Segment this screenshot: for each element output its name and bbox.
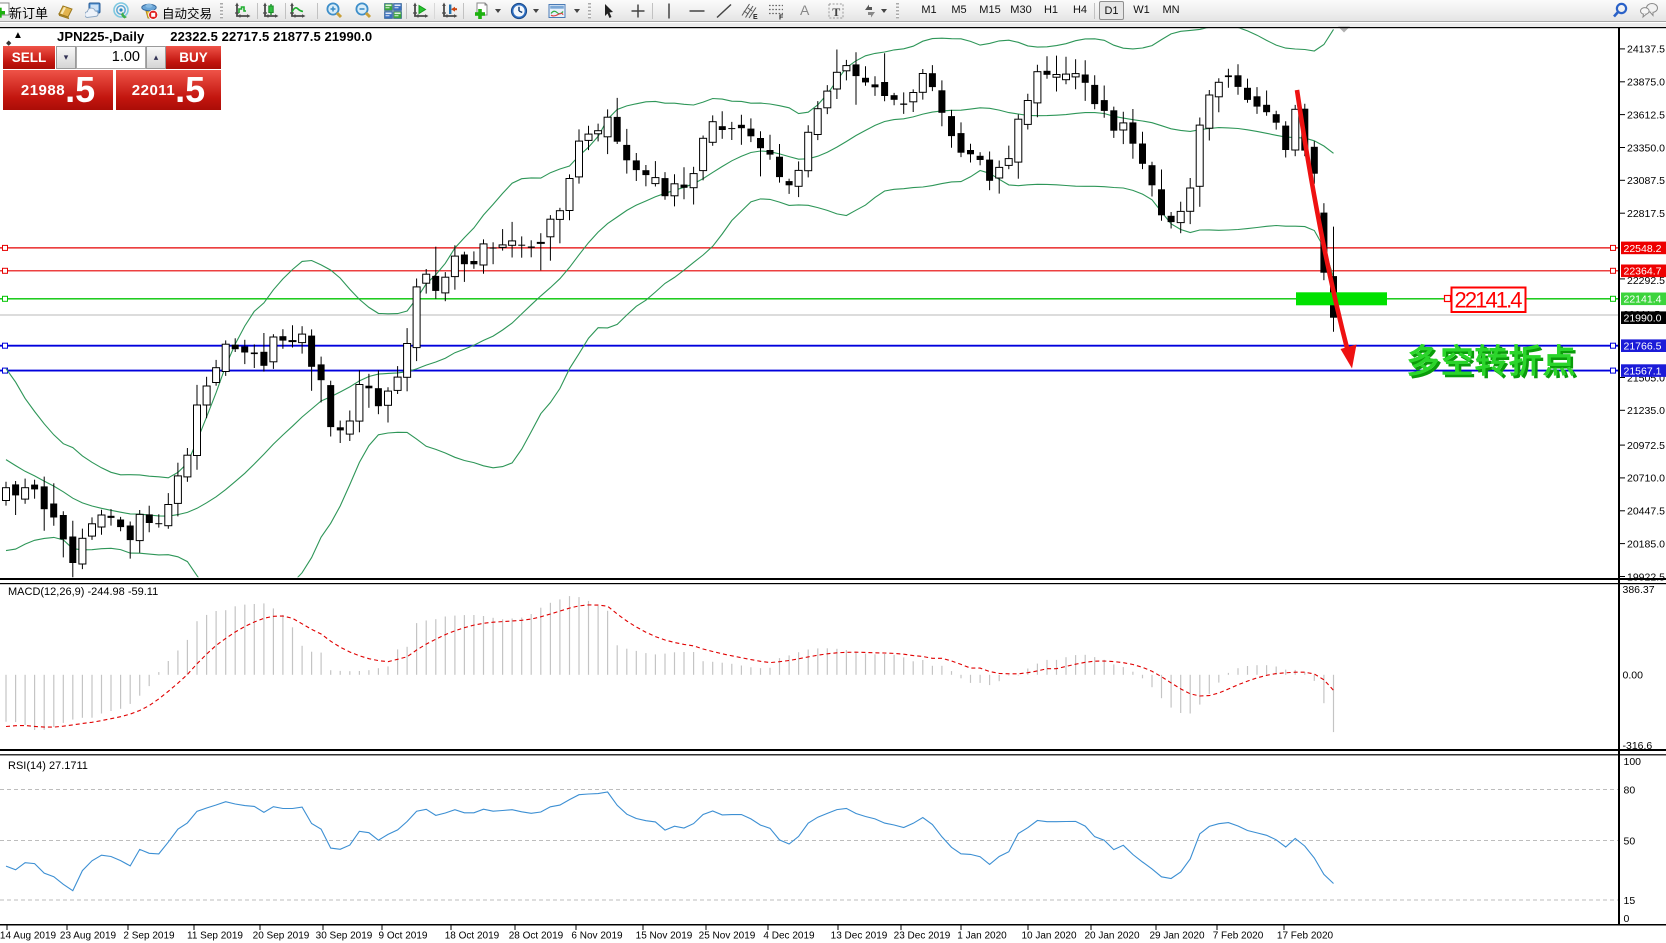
svg-text:多空转折点: 多空转折点 xyxy=(1407,343,1577,380)
svg-text:24137.5: 24137.5 xyxy=(1627,44,1665,56)
svg-text:-316.6: -316.6 xyxy=(1623,740,1653,752)
svg-text:23 Dec 2019: 23 Dec 2019 xyxy=(894,931,951,942)
svg-text:80: 80 xyxy=(1624,784,1636,796)
svg-text:4 Dec 2019: 4 Dec 2019 xyxy=(763,931,815,942)
svg-text:0: 0 xyxy=(1624,913,1630,925)
svg-text:F: F xyxy=(779,15,784,21)
svg-text:22292.5: 22292.5 xyxy=(1627,275,1665,287)
svg-text:15 Nov 2019: 15 Nov 2019 xyxy=(636,931,693,942)
svg-text:23875.0: 23875.0 xyxy=(1627,77,1665,89)
svg-text:17 Feb 2020: 17 Feb 2020 xyxy=(1277,931,1334,942)
svg-text:18 Oct 2019: 18 Oct 2019 xyxy=(445,931,500,942)
svg-text:10 Jan 2020: 10 Jan 2020 xyxy=(1021,931,1076,942)
svg-text:20710.0: 20710.0 xyxy=(1627,473,1665,485)
svg-text:7 Feb 2020: 7 Feb 2020 xyxy=(1213,931,1264,942)
svg-text:21235.0: 21235.0 xyxy=(1627,405,1665,417)
svg-text:2 Sep 2019: 2 Sep 2019 xyxy=(123,931,175,942)
svg-text:20447.5: 20447.5 xyxy=(1627,506,1665,518)
svg-text:22817.5: 22817.5 xyxy=(1627,208,1665,220)
svg-text:23 Aug 2019: 23 Aug 2019 xyxy=(60,931,117,942)
svg-text:100: 100 xyxy=(1624,756,1642,768)
svg-text:多空转折点: 多空转折点 xyxy=(1409,345,1579,382)
svg-text:386.37: 386.37 xyxy=(1623,584,1655,596)
svg-text:1 Jan 2020: 1 Jan 2020 xyxy=(957,931,1007,942)
svg-text:21766.5: 21766.5 xyxy=(1624,341,1662,353)
svg-text:9 Oct 2019: 9 Oct 2019 xyxy=(379,931,428,942)
svg-text:21567.1: 21567.1 xyxy=(1624,366,1662,378)
svg-text:0.00: 0.00 xyxy=(1623,670,1644,682)
svg-text:23087.5: 23087.5 xyxy=(1627,175,1665,187)
svg-text:20185.0: 20185.0 xyxy=(1627,538,1665,550)
svg-text:29 Jan 2020: 29 Jan 2020 xyxy=(1149,931,1204,942)
svg-text:MACD(12,26,9) -244.98 -59.11: MACD(12,26,9) -244.98 -59.11 xyxy=(8,586,158,598)
svg-text:22141.4: 22141.4 xyxy=(1624,294,1662,306)
svg-text:22364.7: 22364.7 xyxy=(1624,266,1662,278)
svg-text:28 Oct 2019: 28 Oct 2019 xyxy=(509,931,564,942)
svg-text:20 Sep 2019: 20 Sep 2019 xyxy=(253,931,310,942)
svg-text:21990.0: 21990.0 xyxy=(1624,313,1662,325)
svg-text:22548.2: 22548.2 xyxy=(1624,243,1662,255)
svg-text:15: 15 xyxy=(1624,895,1636,907)
svg-text:E: E xyxy=(753,14,758,20)
svg-text:23612.5: 23612.5 xyxy=(1627,109,1665,121)
svg-text:20 Jan 2020: 20 Jan 2020 xyxy=(1084,931,1139,942)
svg-text:T: T xyxy=(832,5,840,19)
svg-text:19922.5: 19922.5 xyxy=(1627,571,1665,583)
svg-text:20972.5: 20972.5 xyxy=(1627,440,1665,452)
svg-text:23350.0: 23350.0 xyxy=(1627,142,1665,154)
svg-text:6 Nov 2019: 6 Nov 2019 xyxy=(571,931,623,942)
svg-text:22141.4: 22141.4 xyxy=(1455,288,1523,313)
svg-text:11 Sep 2019: 11 Sep 2019 xyxy=(187,931,243,942)
svg-text:30 Sep 2019: 30 Sep 2019 xyxy=(316,931,373,942)
svg-text:14 Aug 2019: 14 Aug 2019 xyxy=(0,931,57,942)
svg-text:50: 50 xyxy=(1624,835,1636,847)
svg-text:25 Nov 2019: 25 Nov 2019 xyxy=(699,931,756,942)
svg-text:13 Dec 2019: 13 Dec 2019 xyxy=(831,931,888,942)
svg-text:RSI(14) 27.1711: RSI(14) 27.1711 xyxy=(8,760,88,772)
